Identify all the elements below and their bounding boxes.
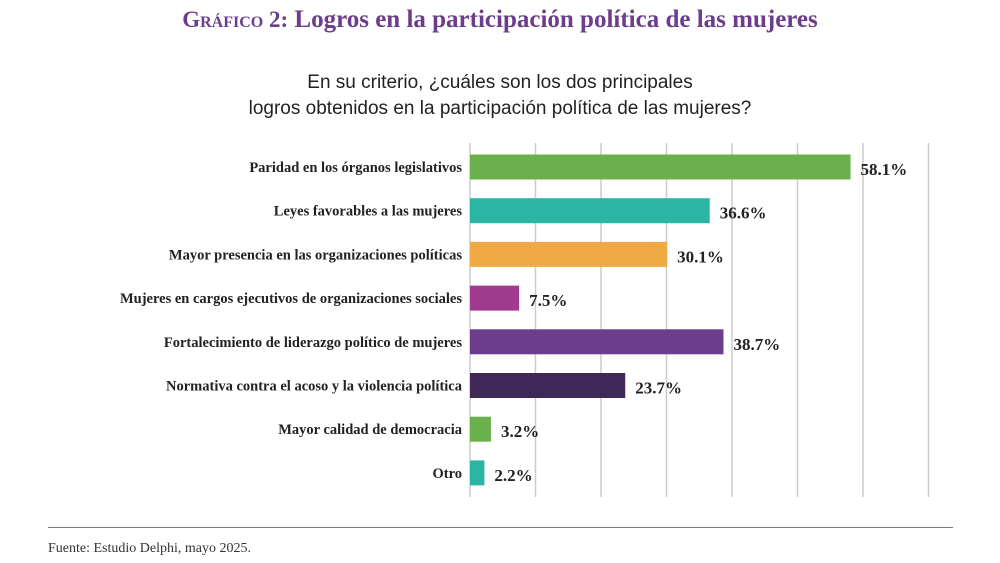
bar-8 <box>470 460 485 486</box>
footer-divider <box>48 527 953 528</box>
bar-4 <box>470 285 520 311</box>
category-label-7: Mayor calidad de democracia <box>278 422 463 438</box>
chart-subtitle-line-1: En su criterio, ¿cuáles son los dos prin… <box>307 72 693 93</box>
value-label-5: 38.7% <box>733 335 780 354</box>
category-label-1: Paridad en los órganos legislativos <box>249 160 462 176</box>
chart-title: Gráfico 2: Logros en la participación po… <box>0 6 1000 34</box>
category-label-5: Fortalecimiento de liderazgo político de… <box>164 335 462 351</box>
category-label-8: Otro <box>432 466 462 482</box>
value-label-4: 7.5% <box>529 291 567 310</box>
bar-1 <box>470 154 851 180</box>
value-label-1: 58.1% <box>861 160 908 179</box>
bar-5 <box>470 329 724 355</box>
chart-subtitle-line-2: logros obtenidos en la participación pol… <box>248 98 752 119</box>
value-label-8: 2.2% <box>494 466 532 485</box>
value-label-7: 3.2% <box>501 422 539 441</box>
category-label-6: Normativa contra el acoso y la violencia… <box>166 379 463 395</box>
bar-6 <box>470 373 626 398</box>
bar-7 <box>470 416 491 442</box>
value-label-3: 30.1% <box>677 247 724 266</box>
value-label-2: 36.6% <box>720 204 767 223</box>
chart-subtitle: En su criterio, ¿cuáles son los dos prin… <box>180 70 820 122</box>
chart-title-text: Logros en la participación política de l… <box>294 6 818 33</box>
category-label-2: Leyes favorables a las mujeres <box>274 204 463 220</box>
bar-3 <box>470 241 668 267</box>
source-note: Fuente: Estudio Delphi, mayo 2025. <box>48 541 251 556</box>
category-label-4: Mujeres en cargos ejecutivos de organiza… <box>120 291 462 307</box>
category-label-3: Mayor presencia en las organizaciones po… <box>169 247 462 263</box>
bar-2 <box>470 198 710 224</box>
chart-title-prefix: Gráfico 2: <box>182 7 289 32</box>
value-label-6: 23.7% <box>635 379 682 398</box>
